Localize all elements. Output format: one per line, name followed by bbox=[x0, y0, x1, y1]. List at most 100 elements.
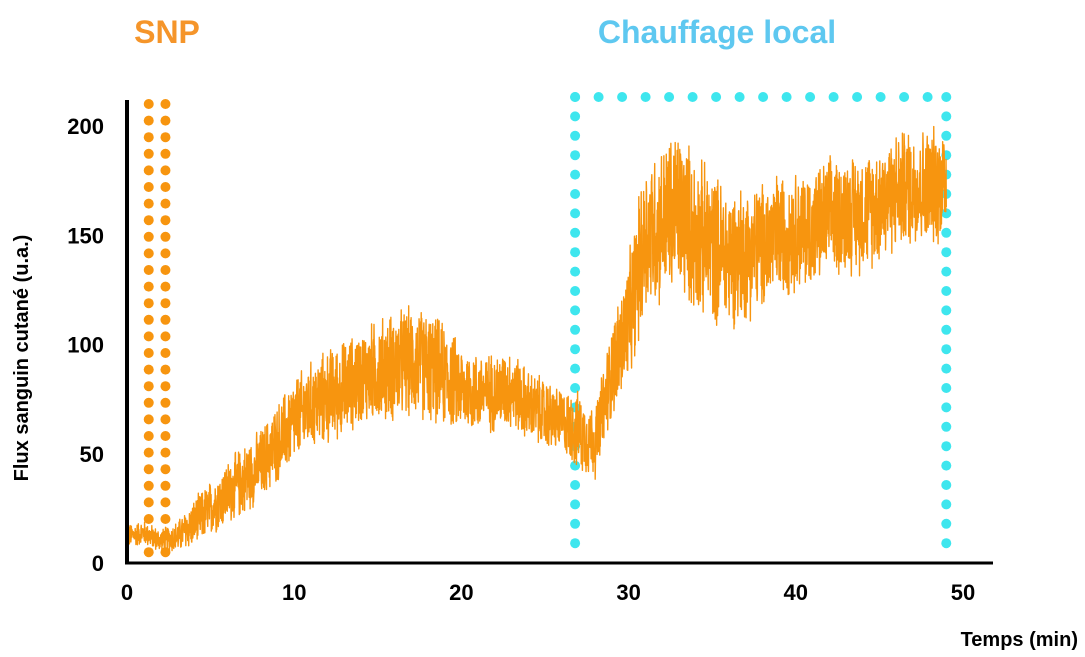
chauffage-dotted-line-top bbox=[922, 92, 933, 102]
snp-dotted-line-left bbox=[143, 115, 154, 126]
snp-dotted-line-left bbox=[143, 331, 154, 342]
annotation-label-chauffage: Chauffage local bbox=[598, 14, 836, 50]
chauffage-dotted-line-right bbox=[941, 111, 952, 122]
chauffage-dotted-line-left bbox=[570, 324, 581, 335]
chauffage-dotted-line-right bbox=[941, 92, 952, 102]
chauffage-dotted-line-top bbox=[687, 92, 698, 102]
y-tick-label: 100 bbox=[67, 333, 104, 358]
chauffage-dotted-line-right bbox=[941, 130, 952, 141]
snp-dotted-line-right bbox=[160, 497, 171, 508]
snp-dotted-line-right bbox=[160, 514, 171, 524]
snp-dotted-line-left bbox=[143, 397, 154, 408]
snp-dotted-line-left bbox=[143, 364, 154, 375]
chauffage-dotted-line-left bbox=[570, 480, 581, 490]
chauffage-dotted-line-left bbox=[570, 150, 581, 161]
chauffage-dotted-line-left bbox=[570, 499, 581, 510]
snp-dotted-line-right bbox=[160, 148, 171, 159]
chauffage-dotted-line-top bbox=[593, 92, 604, 102]
annotation-dots-top bbox=[570, 92, 933, 102]
chauffage-dotted-line-top bbox=[617, 92, 628, 102]
snp-dotted-line-left bbox=[143, 99, 154, 109]
chauffage-dotted-line-left bbox=[570, 111, 581, 122]
snp-dotted-line-right bbox=[160, 281, 171, 292]
chauffage-dotted-line-right bbox=[941, 441, 952, 452]
y-tick-label: 200 bbox=[67, 114, 104, 139]
snp-dotted-line-right bbox=[160, 265, 171, 275]
snp-dotted-line-right bbox=[160, 248, 171, 259]
snp-dotted-line-left bbox=[143, 148, 154, 159]
chauffage-dotted-line-top bbox=[805, 92, 816, 102]
chauffage-dotted-line-top bbox=[758, 92, 769, 102]
chauffage-dotted-line-left bbox=[570, 266, 581, 277]
x-tick-label: 40 bbox=[784, 580, 808, 605]
chauffage-dotted-line-right bbox=[941, 227, 952, 238]
snp-dotted-line-left bbox=[143, 182, 154, 192]
x-ticks: 0 10 20 30 40 50 bbox=[121, 580, 975, 605]
chauffage-dotted-line-right bbox=[941, 305, 952, 316]
chauffage-dotted-line-right bbox=[941, 518, 952, 529]
chauffage-dotted-line-right bbox=[941, 324, 952, 335]
snp-dotted-line-left bbox=[143, 464, 154, 475]
y-tick-label: 150 bbox=[67, 223, 104, 248]
chauffage-dotted-line-right bbox=[941, 363, 952, 374]
chauffage-dotted-line-top bbox=[734, 92, 745, 102]
snp-dotted-line-right bbox=[160, 231, 171, 242]
chauffage-dotted-line-left bbox=[570, 208, 581, 219]
chauffage-dotted-line-left bbox=[570, 538, 581, 549]
chauffage-dotted-line-left bbox=[570, 344, 581, 355]
chauffage-dotted-line-left bbox=[570, 383, 581, 393]
chauffage-dotted-line-right bbox=[941, 402, 952, 413]
chauffage-dotted-line-right bbox=[941, 286, 952, 296]
chauffage-dotted-line-top bbox=[640, 92, 651, 102]
snp-dotted-line-right bbox=[160, 331, 171, 342]
chauffage-dotted-line-left bbox=[570, 286, 581, 296]
chauffage-dotted-line-right bbox=[941, 480, 952, 490]
chauffage-dotted-line-top bbox=[899, 92, 910, 102]
chauffage-dotted-line-right bbox=[941, 383, 952, 393]
chauffage-dotted-line-top bbox=[781, 92, 792, 102]
chauffage-dotted-line-left bbox=[570, 247, 581, 258]
snp-dotted-line-left bbox=[143, 348, 154, 358]
snp-dotted-line-right bbox=[160, 314, 171, 325]
snp-dotted-line-left bbox=[143, 514, 154, 524]
snp-dotted-line-right bbox=[160, 464, 171, 475]
snp-dotted-line-left bbox=[143, 215, 154, 226]
chauffage-dotted-line-top bbox=[664, 92, 675, 102]
snp-dotted-line-left bbox=[143, 480, 154, 491]
y-axis-title: Flux sanguin cutané (u.a.) bbox=[11, 235, 33, 482]
chauffage-dotted-line-left bbox=[570, 363, 581, 374]
chauffage-dotted-line-right bbox=[941, 344, 952, 355]
snp-dotted-line-right bbox=[160, 165, 171, 176]
chauffage-dotted-line-right bbox=[941, 266, 952, 277]
chauffage-dotted-line-top bbox=[711, 92, 722, 102]
snp-dotted-line-left bbox=[143, 431, 154, 441]
snp-dotted-line-left bbox=[143, 447, 154, 458]
chauffage-dotted-line-top bbox=[852, 92, 863, 102]
chauffage-dotted-line-right bbox=[941, 247, 952, 258]
snp-dotted-line-right bbox=[160, 397, 171, 408]
x-tick-label: 30 bbox=[616, 580, 640, 605]
chauffage-dotted-line-left bbox=[570, 189, 581, 199]
chauffage-dotted-line-top bbox=[828, 92, 839, 102]
snp-dotted-line-left bbox=[143, 281, 154, 292]
y-tick-label: 50 bbox=[80, 442, 104, 467]
chauffage-dotted-line-right bbox=[941, 499, 952, 510]
y-tick-label: 0 bbox=[92, 551, 104, 576]
snp-dotted-line-left bbox=[143, 265, 154, 275]
snp-dotted-line-left bbox=[143, 497, 154, 508]
chauffage-dotted-line-top bbox=[570, 92, 581, 102]
snp-dotted-line-right bbox=[160, 381, 171, 392]
snp-dotted-line-left bbox=[143, 381, 154, 392]
snp-dotted-line-left bbox=[143, 547, 154, 558]
annotation-label-snp: SNP bbox=[134, 14, 200, 50]
snp-dotted-line-left bbox=[143, 165, 154, 176]
snp-dotted-line-right bbox=[160, 198, 171, 209]
x-tick-label: 50 bbox=[951, 580, 975, 605]
snp-dotted-line-left bbox=[143, 414, 154, 425]
chauffage-dotted-line-left bbox=[570, 518, 581, 529]
snp-dotted-line-right bbox=[160, 132, 171, 143]
snp-dotted-line-left bbox=[143, 248, 154, 259]
snp-dotted-line-left bbox=[143, 314, 154, 325]
x-tick-label: 10 bbox=[282, 580, 306, 605]
